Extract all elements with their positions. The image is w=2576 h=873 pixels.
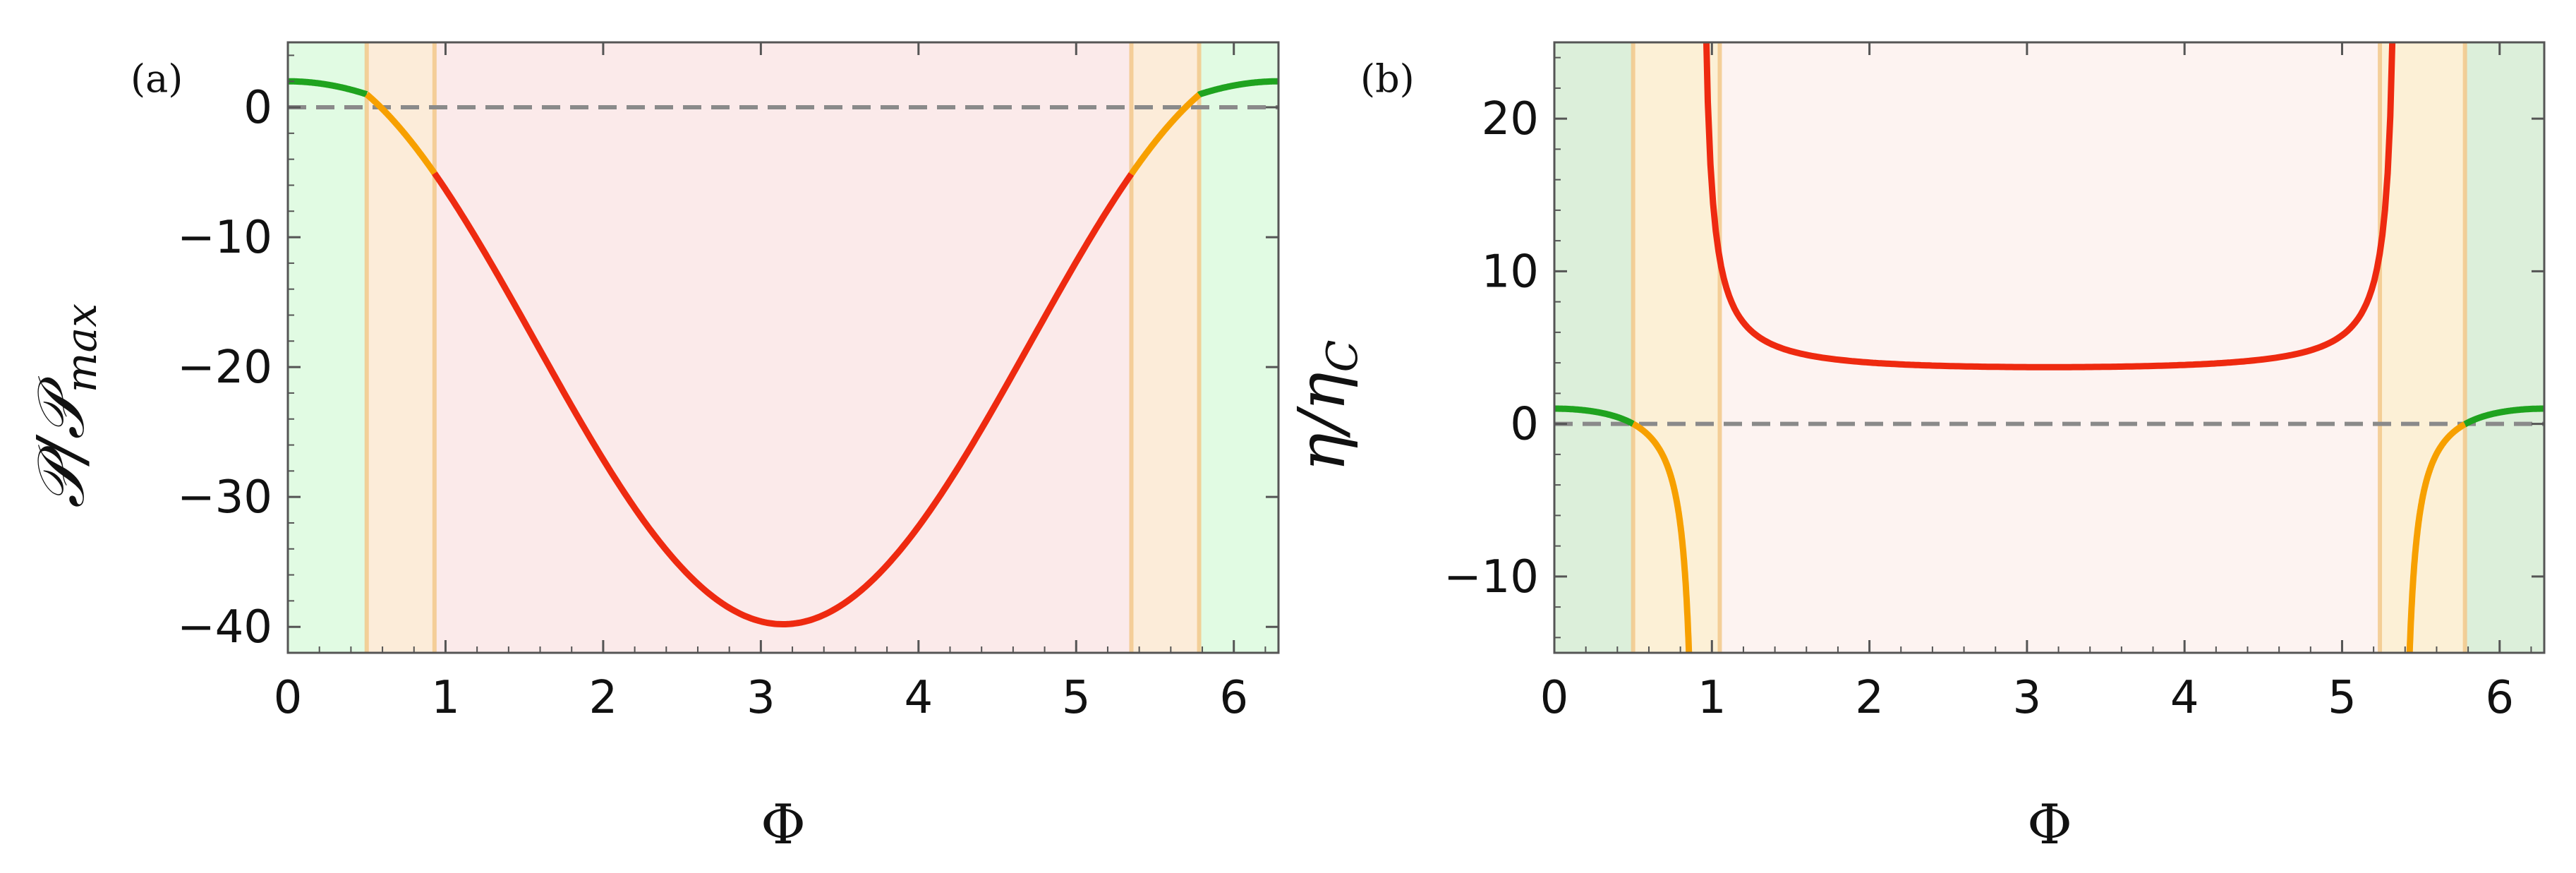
- panel-a-curve-segment-4: [1196, 78, 1278, 98]
- panel-a-x-axis-label: Φ: [761, 793, 806, 857]
- panel-a-band-2: [434, 42, 1132, 653]
- panel-b-x-tick-label: 5: [2328, 672, 2357, 724]
- panel-b-frame: [1553, 41, 2546, 654]
- panel-b-x-tick-label: 4: [2170, 672, 2199, 724]
- panel-b-curve-segment-3: [2406, 421, 2468, 653]
- panel-b-curve: [1554, 42, 2544, 653]
- panel-b-curve-segment-0: [1554, 405, 1636, 427]
- panel-a-y-axis-label: 𝒫/𝒫max: [23, 303, 107, 508]
- panel-a-x-tick-label: 2: [589, 672, 618, 724]
- panel-b-y-tick-label: −10: [1444, 551, 1539, 603]
- panel-a-ticks: 0 1 2 3 4 5 6 0 −10 −20 −30 −40: [177, 42, 1278, 724]
- panel-a-y-tick-label: −10: [177, 212, 272, 264]
- panel-a-band-1: [366, 42, 435, 653]
- panel-b-band-3: [2380, 42, 2465, 653]
- panel-a-label: (a): [131, 56, 183, 101]
- panel-a-band-3: [1131, 42, 1199, 653]
- panel-a-y-tick-label: 0: [243, 82, 272, 134]
- panel-a-y-tick-label: −30: [177, 471, 272, 524]
- panel-a-y-tick-label: −40: [177, 601, 272, 654]
- panel-b-curve-segment-1: [1630, 421, 1693, 653]
- panel-b-curve-segment-4: [2462, 405, 2544, 428]
- panel-a-band-edges: [364, 42, 1202, 653]
- panel-b-x-tick-label: 1: [1698, 672, 1727, 724]
- panel-b-x-tick-label: 6: [2485, 672, 2514, 724]
- panel-a-curve-segment-2: [432, 171, 1135, 627]
- panel-a-band-4: [1199, 42, 1278, 653]
- panel-b-band-0: [1554, 42, 1633, 653]
- panel-b-y-tick-label: 0: [1510, 399, 1539, 451]
- panel-b-curve-segment-2: [1703, 42, 2396, 371]
- panel-b-x-tick-label: 2: [1855, 672, 1884, 724]
- panel-b-band-2: [1719, 42, 2381, 653]
- panel-a-curve: [288, 78, 1278, 627]
- panel-a-y-tick-label: −20: [177, 342, 272, 394]
- panel-a-curve-segment-3: [1128, 92, 1202, 177]
- panel-b-x-axis-label: Φ: [2027, 793, 2072, 857]
- panel-a-x-tick-label: 3: [746, 672, 775, 724]
- panel-a-curve-segment-1: [363, 91, 437, 176]
- panel-a-curve-segment-0: [288, 78, 370, 97]
- panel-a-x-tick-label: 5: [1062, 672, 1091, 724]
- panel-b-bands: [1554, 42, 2544, 653]
- panel-a: 0 1 2 3 4 5 6 0 −10 −20 −30 −40 (a) Φ 𝒫/𝒫max: [23, 41, 1280, 857]
- panel-a-x-tick-label: 6: [1219, 672, 1248, 724]
- panel-a-x-tick-label: 0: [274, 672, 303, 724]
- panel-b-band-4: [2465, 42, 2544, 653]
- panel-b-x-tick-label: 3: [2013, 672, 2042, 724]
- panel-b: 0 1 2 3 4 5 6 20 10 0 −10 (b) Φ η/ηC: [1284, 41, 2546, 857]
- panel-b-ticks: 0 1 2 3 4 5 6 20 10 0 −10: [1444, 42, 2544, 724]
- panel-a-frame: [286, 41, 1280, 654]
- panel-b-band-1: [1633, 42, 1720, 653]
- panel-a-x-tick-label: 4: [904, 672, 933, 724]
- panel-b-band-edges: [1631, 42, 2467, 653]
- panel-b-y-axis-label: η/ηC: [1284, 339, 1367, 471]
- panel-b-y-tick-label: 10: [1482, 246, 1539, 298]
- panel-b-x-tick-label: 0: [1540, 672, 1569, 724]
- panel-a-band-0: [288, 42, 367, 653]
- panel-b-label: (b): [1360, 56, 1415, 101]
- panel-a-x-tick-label: 1: [431, 672, 460, 724]
- panel-b-y-tick-label: 20: [1482, 93, 1539, 145]
- panel-a-bands: [288, 42, 1278, 653]
